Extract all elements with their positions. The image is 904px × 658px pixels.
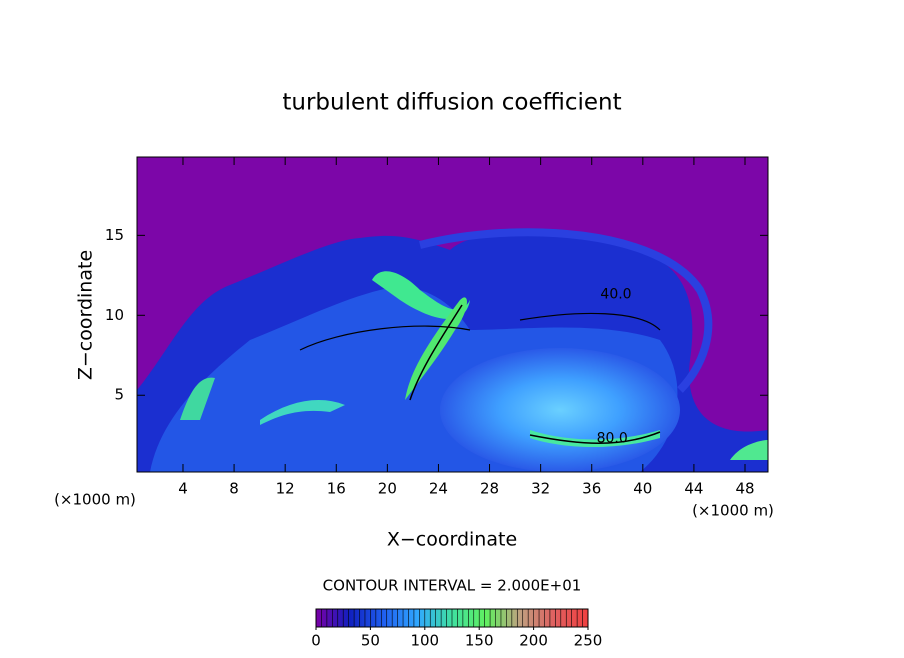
- colorbar-tick-label: 150: [465, 632, 494, 650]
- x-unit: (×1000 m): [692, 502, 774, 520]
- colorbar-tick-label: 200: [519, 632, 548, 650]
- colorbar-tick-label: 100: [410, 632, 439, 650]
- colorbar-tick-label: 50: [361, 632, 380, 650]
- y-tick-label: 5: [114, 386, 124, 404]
- plot-frame: [136, 156, 769, 473]
- field: [137, 157, 768, 472]
- chart-title: turbulent diffusion coefficient: [282, 90, 621, 116]
- colorbar-tick-label: 0: [311, 632, 321, 650]
- y-unit: (×1000 m): [54, 491, 136, 509]
- contour-label: 80.0: [597, 430, 628, 446]
- contour-interval: CONTOUR INTERVAL = 2.000E+01: [323, 577, 582, 595]
- x-tick-label: 12: [276, 480, 295, 498]
- x-tick-label: 24: [429, 480, 448, 498]
- x-tick-label: 16: [327, 480, 346, 498]
- x-tick-label: 48: [735, 480, 754, 498]
- x-tick-label: 32: [531, 480, 550, 498]
- x-tick-label: 40: [633, 480, 652, 498]
- x-tick-label: 4: [178, 480, 188, 498]
- colorbar-tick-label: 250: [574, 632, 603, 650]
- x-tick-label: 44: [684, 480, 703, 498]
- x-tick-label: 20: [378, 480, 397, 498]
- x-tick-label: 28: [480, 480, 499, 498]
- y-tick-label: 15: [105, 226, 124, 244]
- y-tick-label: 10: [105, 306, 124, 324]
- y-axis-label: Z−coordinate: [75, 250, 97, 380]
- x-tick-label: 8: [229, 480, 239, 498]
- x-axis-label: X−coordinate: [387, 529, 517, 551]
- x-tick-label: 36: [582, 480, 601, 498]
- contour-label: 40.0: [600, 287, 631, 303]
